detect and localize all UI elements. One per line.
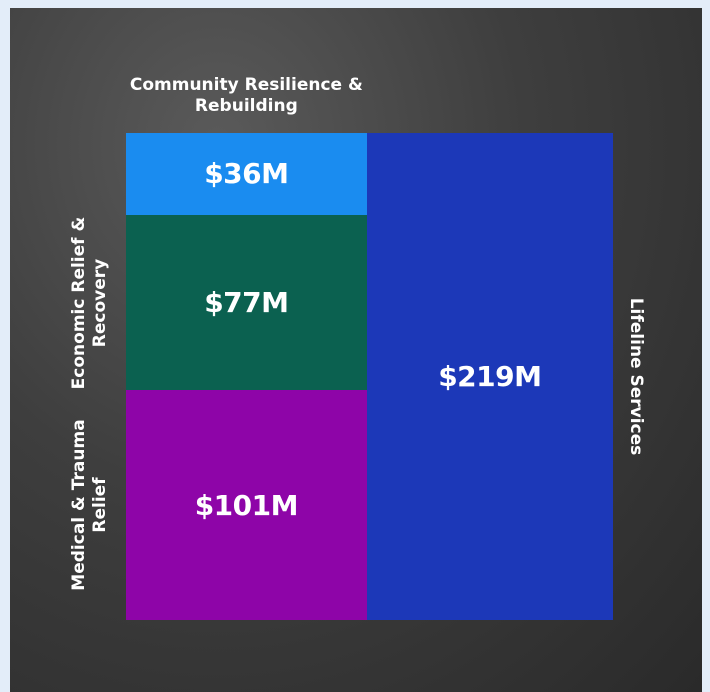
treemap-cell: $101M [126,390,367,620]
value-label: $36M [204,157,289,191]
chart: $36M Community Resilience & Rebuilding $77… [10,8,702,692]
value-label: $77M [204,286,289,320]
treemap-cell: $77M [126,214,367,391]
category-label: Economic Relief & Recovery [69,216,110,389]
treemap-cell: $219M [366,133,613,620]
treemap-cell: $36M [126,133,367,215]
value-label: $219M [438,360,542,393]
category-label: Lifeline Services [625,297,646,455]
value-label: $101M [194,488,299,522]
category-label: Community Resilience & Rebuilding [129,75,363,116]
category-label: Medical & Trauma Relief [69,419,110,591]
